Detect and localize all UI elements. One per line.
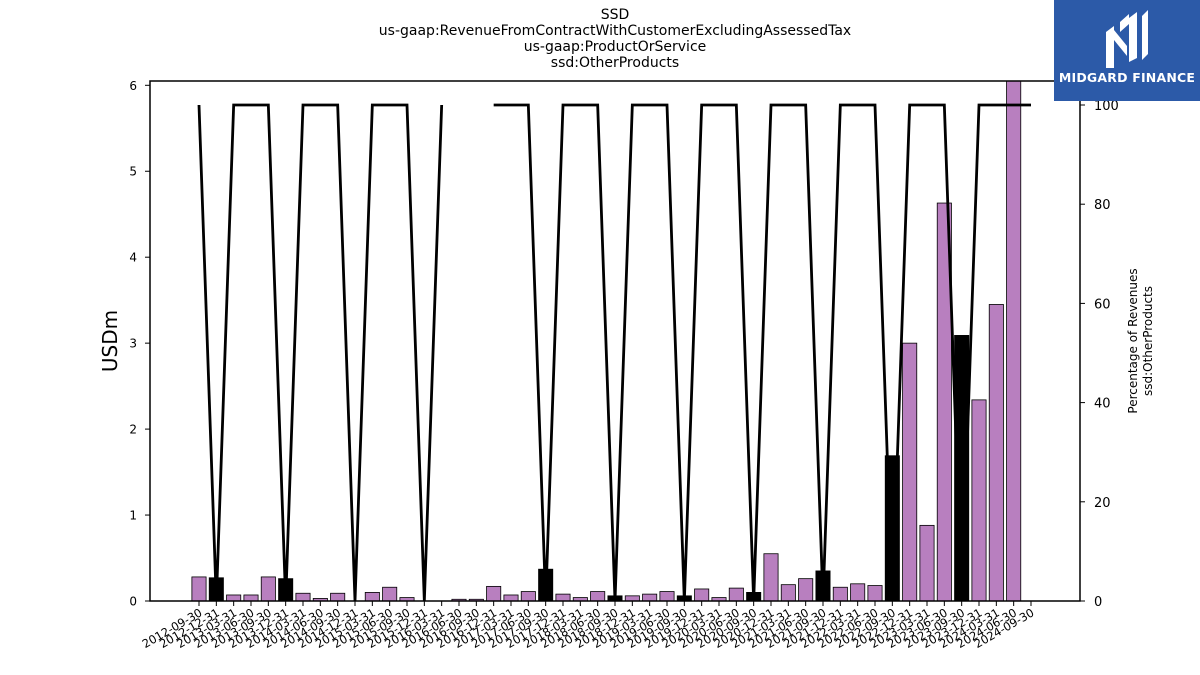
bar-2013-09-30 xyxy=(260,576,276,602)
bar-2019-12-31 xyxy=(694,588,710,602)
right-axis: 0 20 40 60 80 100 xyxy=(1080,99,1119,610)
chart-subtitle-axis: us-gaap:ProductOrService xyxy=(523,39,707,55)
x-axis: 2012-09-302012-12-312013-03-312013-06-30… xyxy=(140,601,1037,651)
y-tick-label-4: 4 xyxy=(129,251,137,265)
bar-2024-03-31 xyxy=(988,304,1004,602)
chart-subtitle-concept: us-gaap:RevenueFromContractWithCustomerE… xyxy=(378,23,852,39)
y2-tick-label-40: 40 xyxy=(1094,397,1111,412)
bar-2022-03-31 xyxy=(850,583,866,602)
bar-2017-06-30 xyxy=(520,591,536,602)
bar-2021-12-31 xyxy=(832,586,848,602)
bar-2022-06-30 xyxy=(867,585,883,602)
y-tick-label-2: 2 xyxy=(129,423,137,437)
bar-2017-12-31 xyxy=(555,593,571,602)
percent-series-line xyxy=(197,103,1031,602)
bar-2022-12-31 xyxy=(902,342,918,602)
bar-2020-06-30 xyxy=(728,587,744,602)
y2-tick-label-100: 100 xyxy=(1094,99,1119,114)
bar-2015-03-31 xyxy=(364,592,380,602)
bar-2013-03-31 xyxy=(226,594,242,602)
percent-line-layer xyxy=(197,103,1031,602)
bar-2018-12-31 xyxy=(624,595,640,602)
bar-2019-06-30 xyxy=(659,591,675,602)
y-tick-label-1: 1 xyxy=(129,509,137,523)
bar-2023-12-31 xyxy=(971,399,987,602)
y-tick-label-0: 0 xyxy=(129,595,137,609)
bar-2016-12-31 xyxy=(486,585,502,602)
bar-2018-06-30 xyxy=(590,591,606,602)
y2-tick-label-20: 20 xyxy=(1094,496,1111,511)
bar-2019-03-31 xyxy=(642,593,658,602)
brand-logo: MIDGARD FINANCE xyxy=(1054,0,1200,101)
chart-subtitle-member: ssd:OtherProducts xyxy=(550,55,680,71)
bar-2013-06-30 xyxy=(243,594,259,602)
y2-axis-label-line2: ssd:OtherProducts xyxy=(1141,286,1155,396)
bar-2014-09-30 xyxy=(330,592,346,602)
bar-2021-03-31 xyxy=(780,584,796,602)
y-tick-label-5: 5 xyxy=(129,165,137,179)
logo-mark-icon xyxy=(1106,10,1148,68)
y-tick-label-3: 3 xyxy=(129,337,137,351)
bar-2023-03-31 xyxy=(919,524,935,602)
logo-text: MIDGARD FINANCE xyxy=(1058,70,1196,85)
left-axis: 0 1 2 3 4 5 6 xyxy=(129,79,150,609)
bar-2024-06-30 xyxy=(1006,80,1022,602)
y2-tick-label-0: 0 xyxy=(1094,595,1102,610)
bar-2012-09-30 xyxy=(191,576,207,602)
bar-2021-06-30 xyxy=(798,578,814,602)
bar-2020-12-31 xyxy=(763,553,779,602)
bar-2015-06-30 xyxy=(382,586,398,602)
y2-axis-label-line1: Percentage of Revenues xyxy=(1126,268,1140,413)
y2-tick-label-60: 60 xyxy=(1094,297,1111,312)
bar-2014-03-31 xyxy=(295,592,311,602)
bar-2017-03-31 xyxy=(503,594,519,602)
chart-title: SSD xyxy=(600,7,630,23)
y-axis-label: USDm xyxy=(98,310,122,372)
y-tick-label-6: 6 xyxy=(129,79,137,93)
y2-tick-label-80: 80 xyxy=(1094,198,1111,213)
